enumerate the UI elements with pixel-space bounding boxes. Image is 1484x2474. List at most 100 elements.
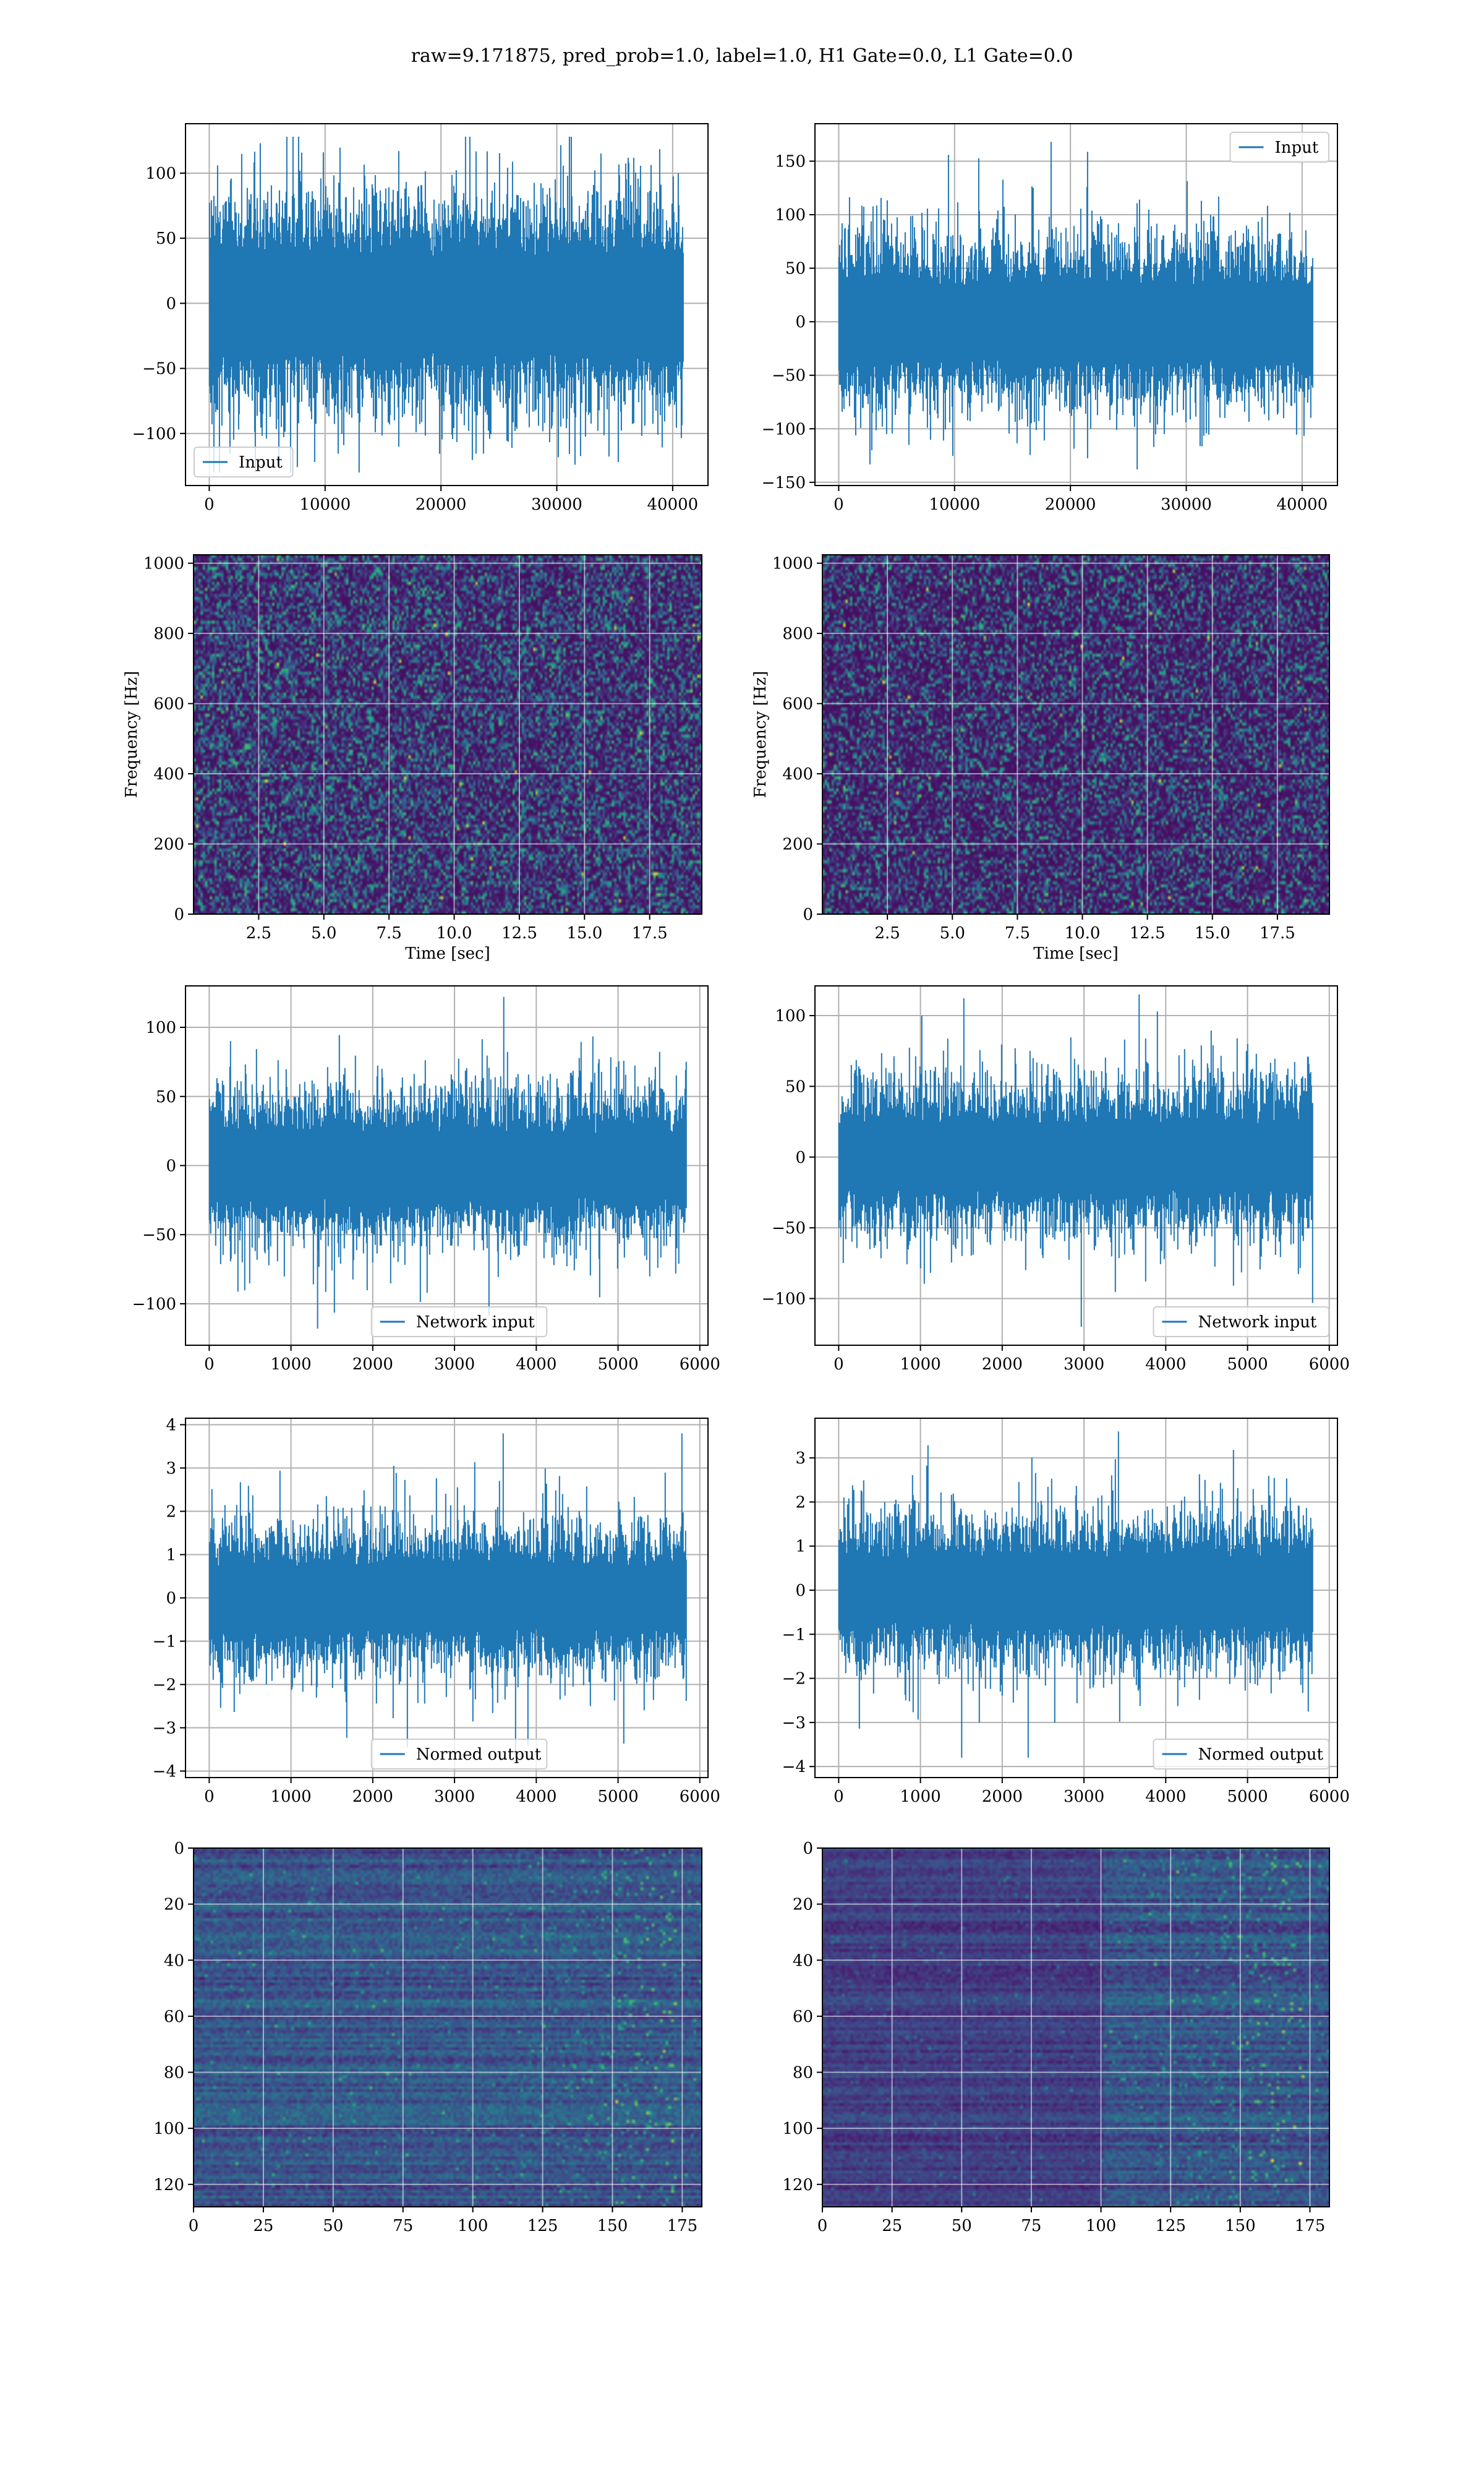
y-tick-label: 400 — [153, 765, 184, 784]
x-tick-label: 3000 — [1064, 1355, 1104, 1374]
y-tick-label: 20 — [793, 1896, 813, 1914]
y-tick-label: 1 — [166, 1546, 176, 1565]
y-tick-label: −50 — [142, 1226, 176, 1244]
x-tick-label: 4000 — [1145, 1787, 1186, 1806]
h1-network-input-legend: Network input — [370, 1306, 548, 1337]
x-tick-label: 10.0 — [1065, 924, 1101, 943]
y-tick-label: −100 — [132, 425, 176, 443]
x-tick-label: 1000 — [271, 1787, 312, 1806]
x-tick-label: 2000 — [982, 1787, 1023, 1806]
h1-network-input-series-line — [208, 996, 687, 1329]
legend-box — [194, 447, 294, 477]
x-tick-label: 25 — [253, 2217, 273, 2235]
y-tick-label: 0 — [166, 1157, 176, 1176]
x-tick-label: 50 — [323, 2217, 343, 2235]
x-tick-label: 2.5 — [874, 924, 900, 943]
x-tick-label: 75 — [393, 2217, 413, 2235]
legend-label: Normed output — [1198, 1745, 1324, 1764]
y-tick-label: 1000 — [772, 555, 813, 573]
x-tick-label: 7.5 — [1005, 924, 1030, 943]
x-tick-label: 0 — [204, 495, 215, 514]
y-tick-label: 3 — [166, 1460, 176, 1478]
y-tick-label: 200 — [153, 836, 184, 854]
legend-box — [370, 1739, 548, 1770]
h1-feature-map-heatmap-image — [194, 1848, 702, 2207]
l1-spectrogram-axes-frame — [822, 554, 1330, 915]
y-tick-label: 0 — [803, 905, 813, 924]
legend-label: Network input — [1198, 1313, 1317, 1332]
y-tick-label: 60 — [793, 2008, 813, 2026]
y-axis-label: Frequency [Hz] — [122, 671, 141, 798]
l1-spectrogram-panel: 2.5 5.0 7.5 10.0 12.5 15.0 17.5 0 200 400 600 800 10… — [751, 554, 1330, 963]
y-tick-label: 600 — [153, 695, 184, 714]
x-tick-label: 2000 — [352, 1787, 393, 1806]
x-tick-label: 1000 — [271, 1355, 312, 1374]
x-tick-label: 0 — [817, 2217, 828, 2235]
l1-network-input-series-line — [838, 994, 1313, 1327]
legend-label: Input — [1275, 139, 1319, 157]
y-tick-label: −1 — [153, 1633, 176, 1651]
y-tick-label: 0 — [803, 1839, 813, 1858]
y-tick-label: 800 — [782, 625, 813, 643]
x-tick-label: 125 — [527, 2217, 558, 2235]
y-tick-label: 0 — [795, 1149, 806, 1167]
l1-input-series-line — [838, 142, 1313, 469]
l1-input-legend: Input — [1229, 132, 1329, 163]
x-tick-label: 17.5 — [632, 924, 668, 943]
h1-input-panel: Input 0 10000 20000 30000 40000 −100 −50 0 50 100 — [132, 123, 709, 514]
x-tick-label: 30000 — [531, 495, 582, 514]
x-tick-label: 4000 — [516, 1787, 556, 1806]
y-tick-label: 50 — [156, 1088, 176, 1106]
x-tick-label: 15.0 — [1195, 924, 1230, 943]
x-axis-label: Time [sec] — [1033, 944, 1119, 963]
y-tick-label: 100 — [153, 2120, 184, 2138]
x-tick-label: 40000 — [647, 495, 698, 514]
l1-network-input-legend: Network input — [1153, 1306, 1329, 1337]
x-tick-label: 175 — [667, 2217, 698, 2235]
l1-feature-map-panel: 0 25 50 75 100 125 150 175 0 20 40 60 80 100 120 — [782, 1839, 1330, 2235]
x-tick-label: 6000 — [1309, 1355, 1350, 1374]
y-tick-label: −4 — [782, 1758, 806, 1776]
y-tick-label: 0 — [166, 294, 176, 313]
x-tick-label: 10.0 — [437, 924, 472, 943]
x-tick-label: 25 — [882, 2217, 902, 2235]
x-tick-label: 5000 — [597, 1355, 638, 1374]
x-tick-label: 2000 — [352, 1355, 393, 1374]
h1-spectrogram-heatmap-image — [194, 555, 702, 914]
y-tick-label: −4 — [153, 1763, 176, 1781]
y-axis-label: Frequency [Hz] — [751, 671, 770, 798]
x-tick-label: 15.0 — [566, 924, 602, 943]
x-tick-label: 5000 — [1227, 1787, 1268, 1806]
x-tick-label: 6000 — [680, 1787, 720, 1806]
y-tick-label: 0 — [795, 1582, 806, 1600]
x-tick-label: 75 — [1021, 2217, 1041, 2235]
y-tick-label: 50 — [156, 229, 176, 248]
l1-feature-map-heatmap-image — [822, 1848, 1329, 2207]
y-tick-label: −100 — [762, 1290, 806, 1309]
l1-normed-output-panel: Normed output 0 1000 2000 3000 4000 5000 6000 −4… — [782, 1418, 1350, 1806]
x-tick-label: 5000 — [597, 1787, 638, 1806]
y-tick-label: 2 — [166, 1503, 176, 1522]
h1-normed-output-legend: Normed output — [370, 1739, 548, 1770]
y-tick-label: 100 — [775, 206, 806, 225]
x-tick-label: 0 — [204, 1355, 215, 1374]
x-tick-label: 20000 — [416, 495, 467, 514]
h1-feature-map-panel: 0 25 50 75 100 125 150 175 0 20 40 60 80 100 120 — [153, 1839, 702, 2235]
x-tick-label: 5.0 — [311, 924, 336, 943]
x-tick-label: 10000 — [299, 495, 351, 514]
x-tick-label: 100 — [1086, 2217, 1117, 2235]
y-tick-label: 600 — [782, 695, 813, 714]
l1-feature-map-axes-frame — [822, 1847, 1330, 2207]
h1-normed-output-series-line — [208, 1433, 687, 1758]
x-tick-label: 2.5 — [246, 924, 271, 943]
h1-normed-output-panel: Normed output 0 1000 2000 3000 4000 5000 6000 −4… — [153, 1416, 720, 1807]
y-tick-label: 2 — [795, 1493, 806, 1512]
l1-spectrogram-heatmap-image — [822, 555, 1329, 914]
y-tick-label: −150 — [762, 474, 806, 492]
y-tick-label: 50 — [785, 1077, 806, 1096]
y-tick-label: 120 — [153, 2176, 184, 2194]
y-tick-label: 20 — [164, 1896, 184, 1914]
